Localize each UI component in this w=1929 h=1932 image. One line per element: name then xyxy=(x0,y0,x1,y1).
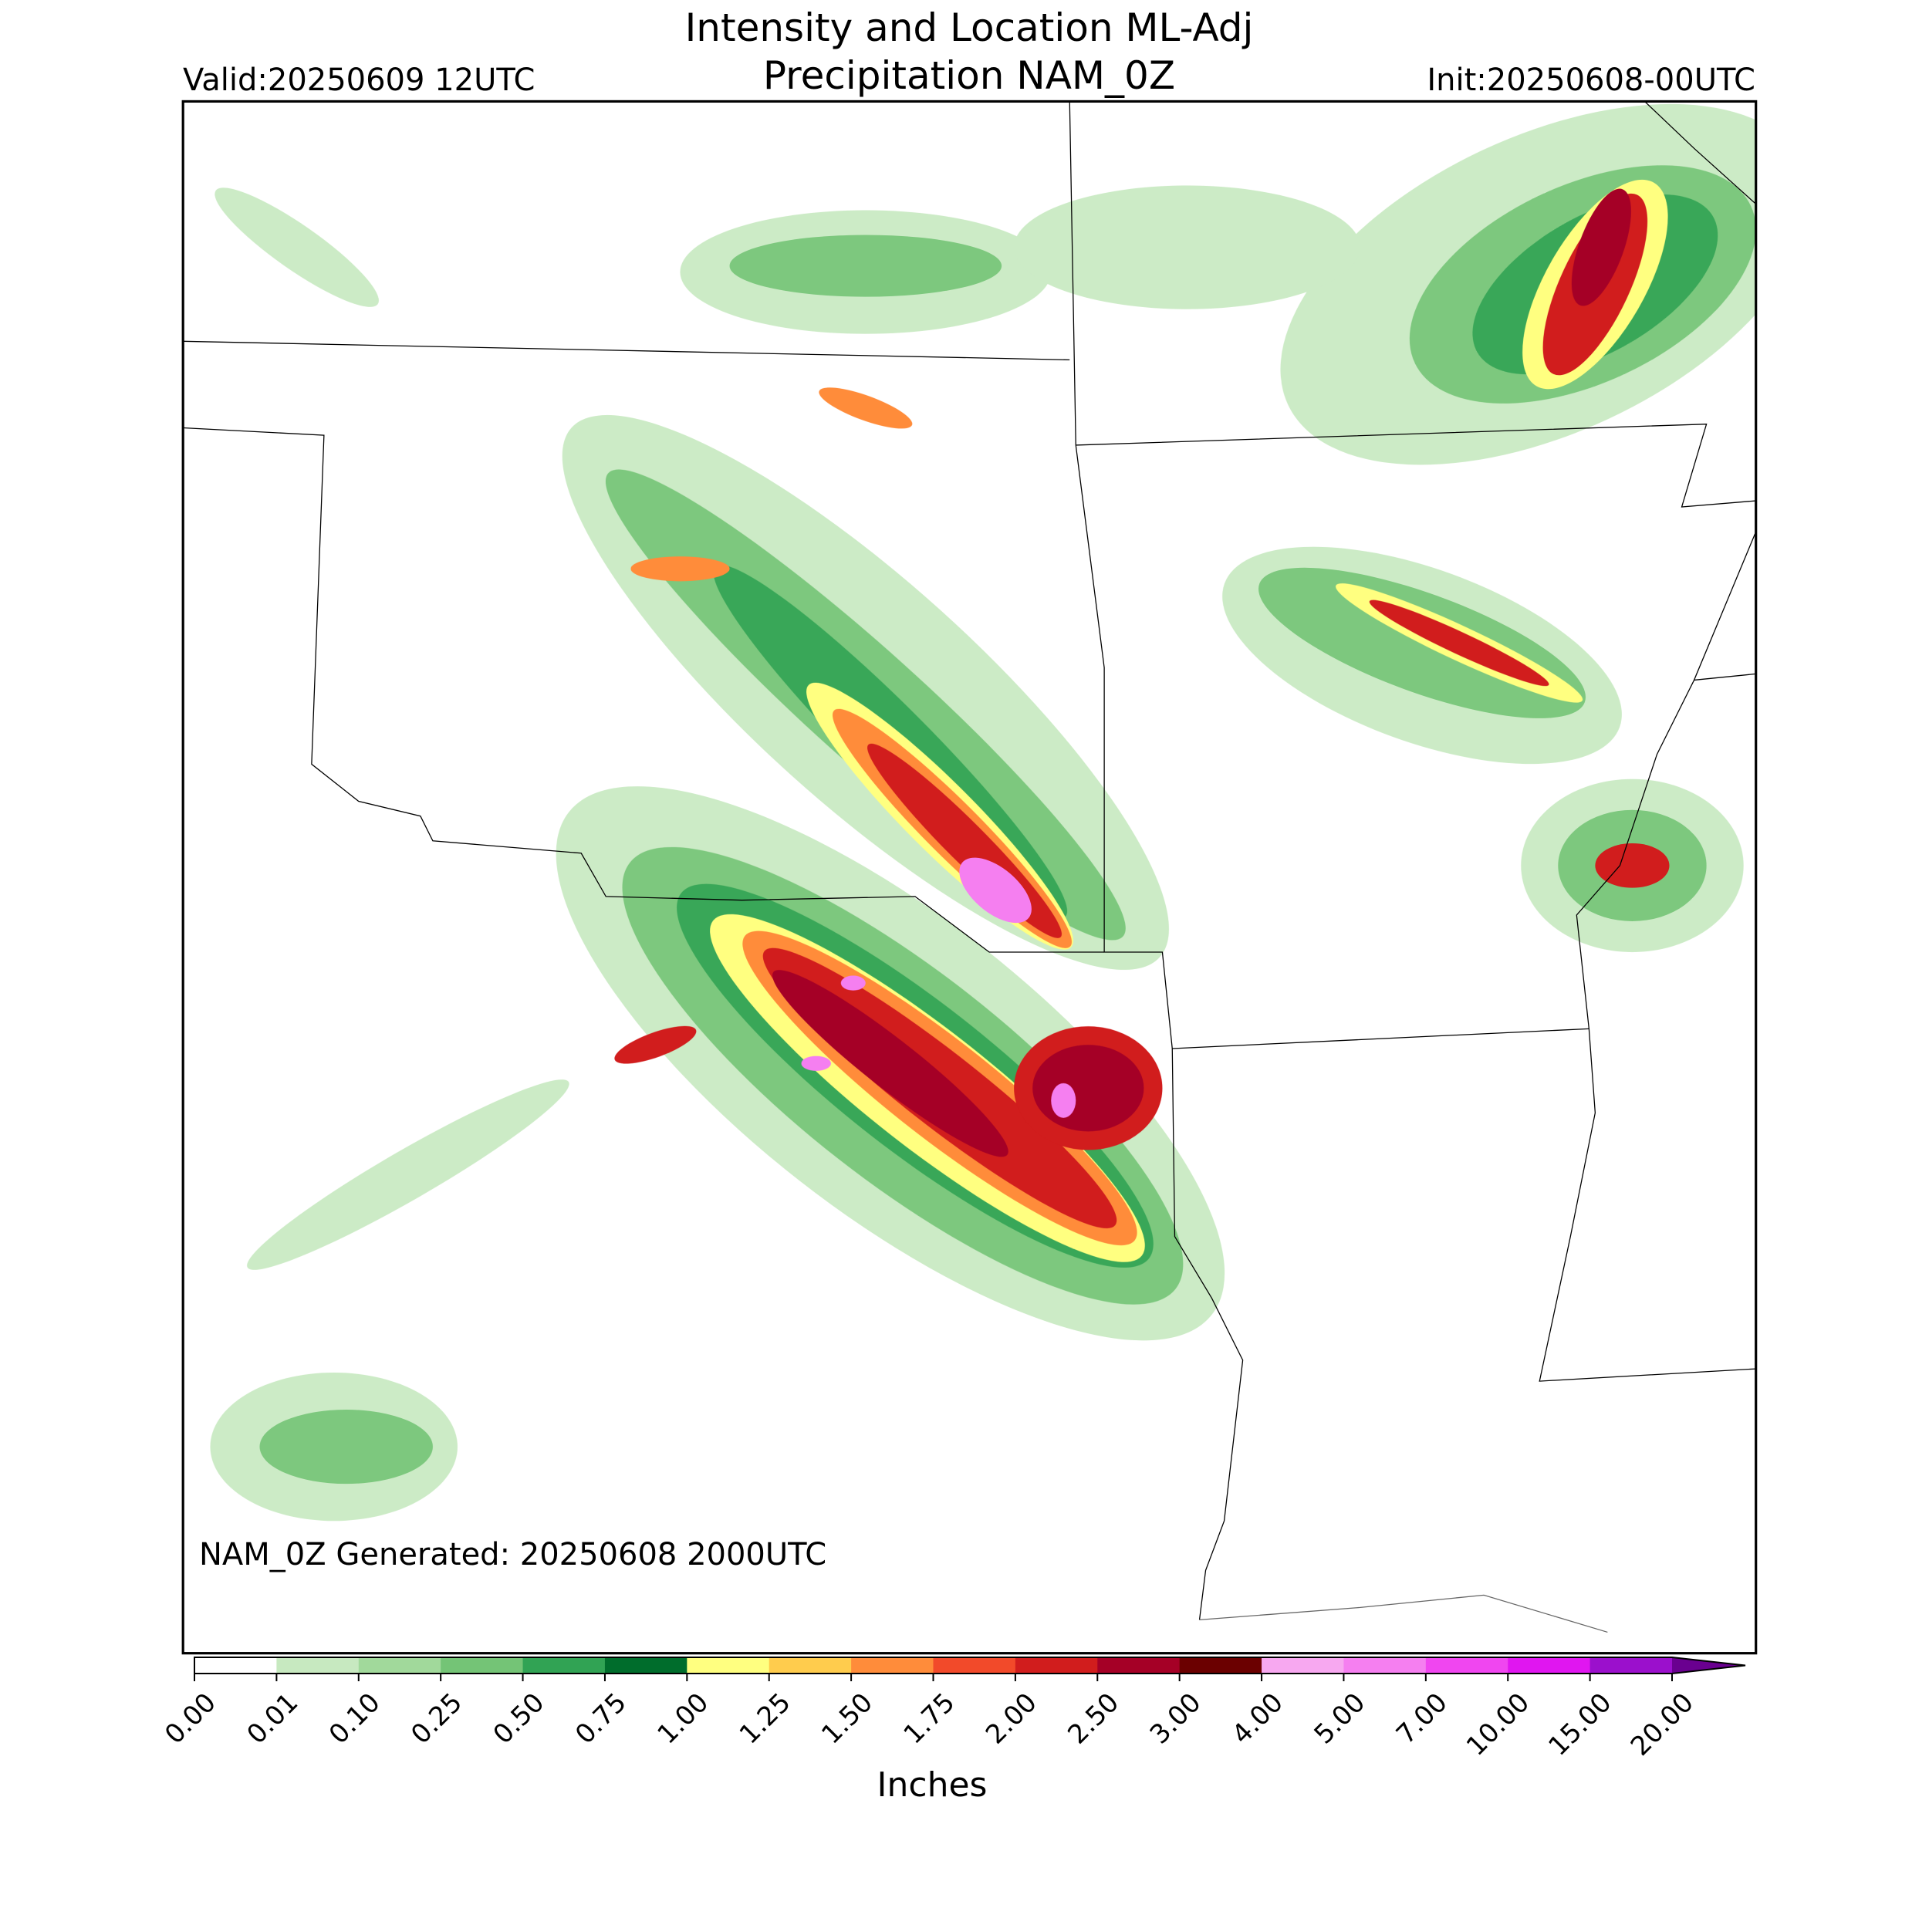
colorbar-extend xyxy=(1672,1657,1745,1674)
colorbar-tick-label: 1.75 xyxy=(898,1687,961,1751)
colorbar-tick-label: 0.75 xyxy=(569,1687,633,1751)
colorbar-tick-label: 0.25 xyxy=(405,1687,468,1751)
colorbar-swatch xyxy=(1589,1657,1673,1674)
colorbar-label: Inches xyxy=(877,1765,988,1805)
colorbar-tick-label: 20.00 xyxy=(1625,1687,1700,1762)
colorbar-swatch xyxy=(1425,1657,1508,1674)
map-layer xyxy=(181,100,1758,1655)
colorbar-outline xyxy=(194,1657,1746,1674)
colorbar-swatch xyxy=(276,1657,360,1674)
colorbar: 0.00 0.01 0.10 0.25 0.50 0.75 1.00 1.25 1.50 1.75… xyxy=(159,1657,1746,1762)
colorbar-swatch xyxy=(851,1657,934,1674)
colorbar-tick-label: 15.00 xyxy=(1542,1687,1617,1762)
colorbar-swatch xyxy=(441,1657,524,1674)
colorbar-tick-label: 0.00 xyxy=(159,1687,222,1751)
colorbar-tick-label: 0.01 xyxy=(241,1687,304,1751)
colorbar-swatch xyxy=(687,1657,770,1674)
title-line-1: Intensity and Location ML-Adj xyxy=(685,5,1254,50)
colorbar-tick-label: 1.25 xyxy=(734,1687,797,1751)
map-frame xyxy=(181,100,1758,1655)
colorbar-swatch xyxy=(1343,1657,1427,1674)
colorbar-swatch xyxy=(1015,1657,1098,1674)
colorbar-tick-label: 7.00 xyxy=(1390,1687,1454,1751)
title-line-2: Precipitation NAM_0Z xyxy=(763,53,1175,98)
colorbar-tick-label: 1.50 xyxy=(816,1687,879,1751)
colorbar-swatch xyxy=(194,1657,277,1674)
valid-time: Valid:20250609 12UTC xyxy=(183,62,535,98)
colorbar-swatch xyxy=(358,1657,441,1674)
colorbar-tick-label: 0.10 xyxy=(323,1687,387,1751)
colorbar-swatch xyxy=(522,1657,606,1674)
colorbar-swatch xyxy=(769,1657,852,1674)
colorbar-tick-label: 2.00 xyxy=(980,1687,1043,1751)
colorbar-tick-label: 5.00 xyxy=(1309,1687,1372,1751)
colorbar-tick-label: 3.00 xyxy=(1144,1687,1208,1751)
colorbar-tick-label: 4.00 xyxy=(1226,1687,1289,1751)
colorbar-tick-label: 0.50 xyxy=(488,1687,551,1751)
colorbar-tick-label: 1.00 xyxy=(651,1687,715,1751)
borders xyxy=(183,101,1756,1633)
colorbar-tick-label: 2.50 xyxy=(1062,1687,1125,1751)
colorbar-swatch xyxy=(933,1657,1016,1674)
init-time: Init:20250608-00UTC xyxy=(1427,62,1755,98)
colorbar-tick-label: 10.00 xyxy=(1461,1687,1535,1762)
generated-note: NAM_0Z Generated: 20250608 2000UTC xyxy=(199,1537,826,1572)
colorbar-swatch xyxy=(604,1657,687,1674)
colorbar-swatch xyxy=(1262,1657,1344,1674)
colorbar-swatch xyxy=(1508,1657,1591,1674)
colorbar-swatch xyxy=(1179,1657,1262,1674)
colorbar-swatch xyxy=(1097,1657,1181,1674)
precip-field xyxy=(210,103,1756,1522)
